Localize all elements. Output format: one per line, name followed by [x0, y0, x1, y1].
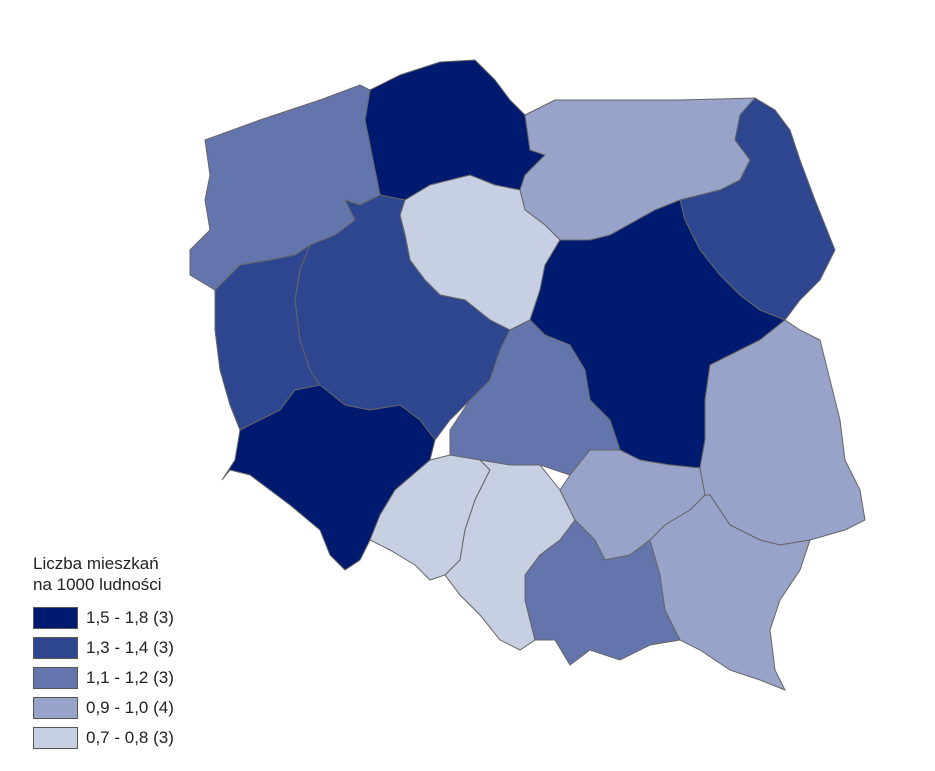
legend-item: 1,3 - 1,4 (3)	[33, 633, 174, 663]
legend-swatch	[33, 637, 78, 659]
legend-item: 1,5 - 1,8 (3)	[33, 603, 174, 633]
region-lubelskie	[699, 319, 866, 546]
legend-swatch	[33, 727, 78, 749]
legend-swatch	[33, 607, 78, 629]
legend-swatch	[33, 667, 78, 689]
legend-label: 1,5 - 1,8 (3)	[86, 608, 174, 627]
legend-swatch	[33, 697, 78, 719]
legend: Liczba mieszkań na 1000 ludności 1,5 - 1…	[33, 553, 174, 753]
legend-label: 0,9 - 1,0 (4)	[86, 698, 174, 717]
legend-label: 0,7 - 0,8 (3)	[86, 728, 174, 747]
legend-item: 0,9 - 1,0 (4)	[33, 693, 174, 723]
legend-label: 1,3 - 1,4 (3)	[86, 638, 174, 657]
legend-label: 1,1 - 1,2 (3)	[86, 668, 174, 687]
legend-title-line2: na 1000 ludności	[33, 575, 162, 594]
legend-title: Liczba mieszkań na 1000 ludności	[33, 553, 174, 595]
legend-item: 0,7 - 0,8 (3)	[33, 723, 174, 753]
legend-title-line1: Liczba mieszkań	[33, 554, 159, 573]
region-podkarpackie	[649, 494, 811, 691]
legend-item: 1,1 - 1,2 (3)	[33, 663, 174, 693]
